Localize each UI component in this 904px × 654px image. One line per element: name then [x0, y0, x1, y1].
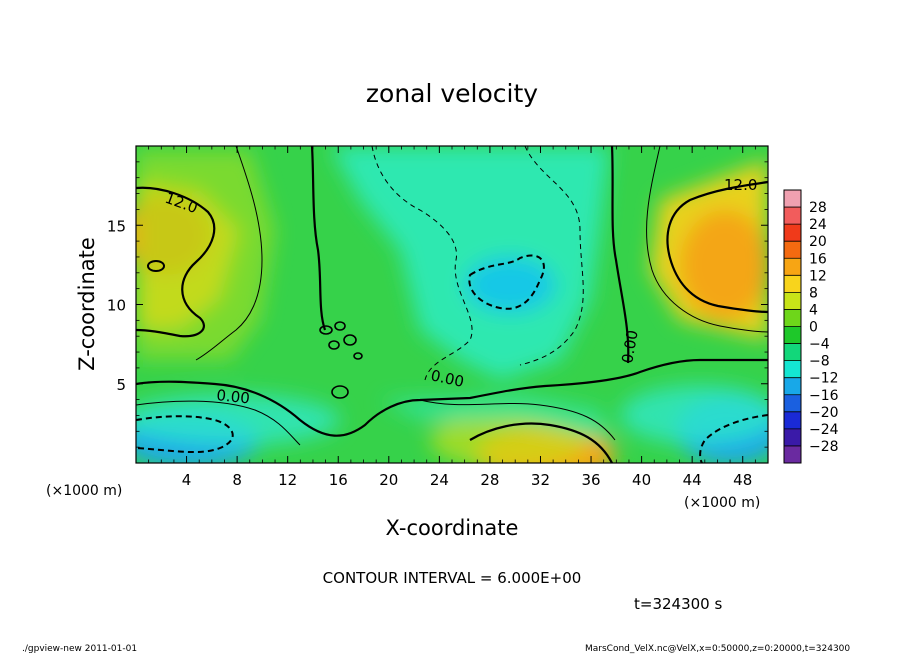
- contour-thin-bottom: [419, 399, 616, 441]
- contour-loop-3: [343, 334, 357, 346]
- colorbar-label: 16: [809, 251, 827, 267]
- contour-twelve-right: [666, 180, 768, 314]
- contour-dashed-thin-right: [519, 146, 584, 366]
- contour-label-12-right: 12.0: [724, 176, 757, 194]
- y-axis-title: Z-coordinate: [75, 237, 99, 371]
- contour-thin-bottom-left: [136, 400, 301, 446]
- x-tick-label: 48: [733, 471, 752, 489]
- contour-loop-4: [328, 340, 340, 350]
- colorbar-label: −8: [809, 354, 830, 370]
- contour-zero-vertical-left: [310, 146, 327, 331]
- x-unit-left: (×1000 m): [46, 483, 122, 499]
- contour-thin-left: [195, 146, 263, 361]
- colorbar-label: −20: [809, 405, 839, 421]
- y-tick-label: 5: [116, 376, 126, 394]
- y-tick-label: 15: [107, 217, 126, 235]
- colorbar-label: −16: [809, 388, 839, 404]
- region-cyan-bottom-right: [620, 385, 768, 445]
- colorbar-swatch: [784, 275, 801, 293]
- y-tick-label: 10: [107, 297, 126, 315]
- colorbar-label: 20: [809, 234, 827, 250]
- colorbar-label: 0: [809, 320, 818, 336]
- contours: [136, 146, 768, 463]
- contour-dashed-thin-center: [371, 146, 473, 381]
- colorbar-swatch: [784, 428, 801, 447]
- colorbar-label: 12: [809, 268, 827, 284]
- colorbar-swatch: [784, 377, 801, 396]
- x-tick-label: 36: [581, 471, 600, 489]
- colorbar-swatch: [784, 411, 801, 430]
- footer-right: MarsCond_VelX.nc@VelX,x=0:50000,z=0:2000…: [585, 644, 850, 654]
- x-tick-label: 32: [531, 471, 550, 489]
- colorbar-swatch: [784, 258, 801, 276]
- region-cyan-center: [330, 146, 610, 380]
- time-label: t=324300 s: [634, 595, 722, 613]
- contour-zero-left: [136, 358, 768, 437]
- colorbar-label: 28: [809, 200, 827, 216]
- contour-thin-right: [646, 146, 768, 333]
- colorbar-label: 4: [809, 302, 818, 318]
- contour-dashed-bottom-left: [136, 415, 234, 454]
- y-axis: 5 10 15: [107, 145, 768, 464]
- contour-loop-6: [353, 352, 363, 360]
- colorbar-swatch: [784, 224, 801, 242]
- contour-interval: CONTOUR INTERVAL = 6.000E+00: [323, 569, 582, 587]
- contour-loop-1: [319, 325, 333, 335]
- colorbar-swatch: [784, 292, 801, 310]
- contour-dashed-core: [468, 254, 545, 310]
- contour-small-loop: [147, 260, 165, 272]
- x-axis-title: X-coordinate: [386, 516, 519, 540]
- x-tick-label: 4: [182, 471, 192, 489]
- region-blue-core: [465, 257, 555, 313]
- colorbar-swatch: [784, 326, 801, 345]
- colorbar-label: −12: [809, 371, 839, 387]
- colorbar-label: 8: [809, 285, 818, 301]
- colorbar-swatch: [784, 241, 801, 259]
- region-orange-right-top: [680, 210, 768, 320]
- colorbar-swatch: [784, 309, 801, 327]
- x-tick-label: 12: [278, 471, 297, 489]
- contour-small-loops-center: [319, 321, 363, 399]
- contour-label-0-left: 0.00: [216, 386, 251, 407]
- contour-zero-vertical-right: [610, 146, 630, 364]
- x-tick-label: 40: [632, 471, 651, 489]
- contour-loop-5: [331, 385, 349, 399]
- x-tick-label: 24: [430, 471, 449, 489]
- x-tick-label: 44: [683, 471, 702, 489]
- x-tick-label: 28: [480, 471, 499, 489]
- velocity-field: 12.0 12.0 0.00 0.00 0.00: [136, 146, 768, 463]
- region-yellowgreen-left: [136, 150, 275, 360]
- colorbar-label: 24: [809, 217, 827, 233]
- contour-twelve-left: [136, 186, 216, 338]
- x-axis: 4 8 12 16 20 24 28 32 36 40 44 48: [135, 146, 769, 489]
- region-cyan-band: [380, 395, 610, 440]
- footer-left: ./gpview-new 2011-01-01: [22, 644, 137, 654]
- colorbar-swatch: [784, 207, 801, 225]
- x-tick-label: 20: [379, 471, 398, 489]
- x-unit-right: (×1000 m): [684, 495, 760, 511]
- contour-zero-bottom: [469, 422, 613, 463]
- colorbar-swatch: [784, 360, 801, 379]
- contour-label-0-right: 0.00: [618, 329, 642, 365]
- contour-loop-2: [334, 321, 346, 331]
- colorbar-swatch: [784, 343, 801, 362]
- colorbar-swatch: [784, 445, 801, 464]
- x-tick-label: 8: [232, 471, 242, 489]
- colorbar-label: −24: [809, 422, 839, 438]
- chart-title: zonal velocity: [366, 79, 538, 108]
- colorbar-swatch: [784, 190, 801, 208]
- colorbar-label: −28: [809, 439, 839, 455]
- colorbar-label: −4: [809, 337, 830, 353]
- x-tick-label: 16: [329, 471, 348, 489]
- colorbar-swatch: [784, 394, 801, 413]
